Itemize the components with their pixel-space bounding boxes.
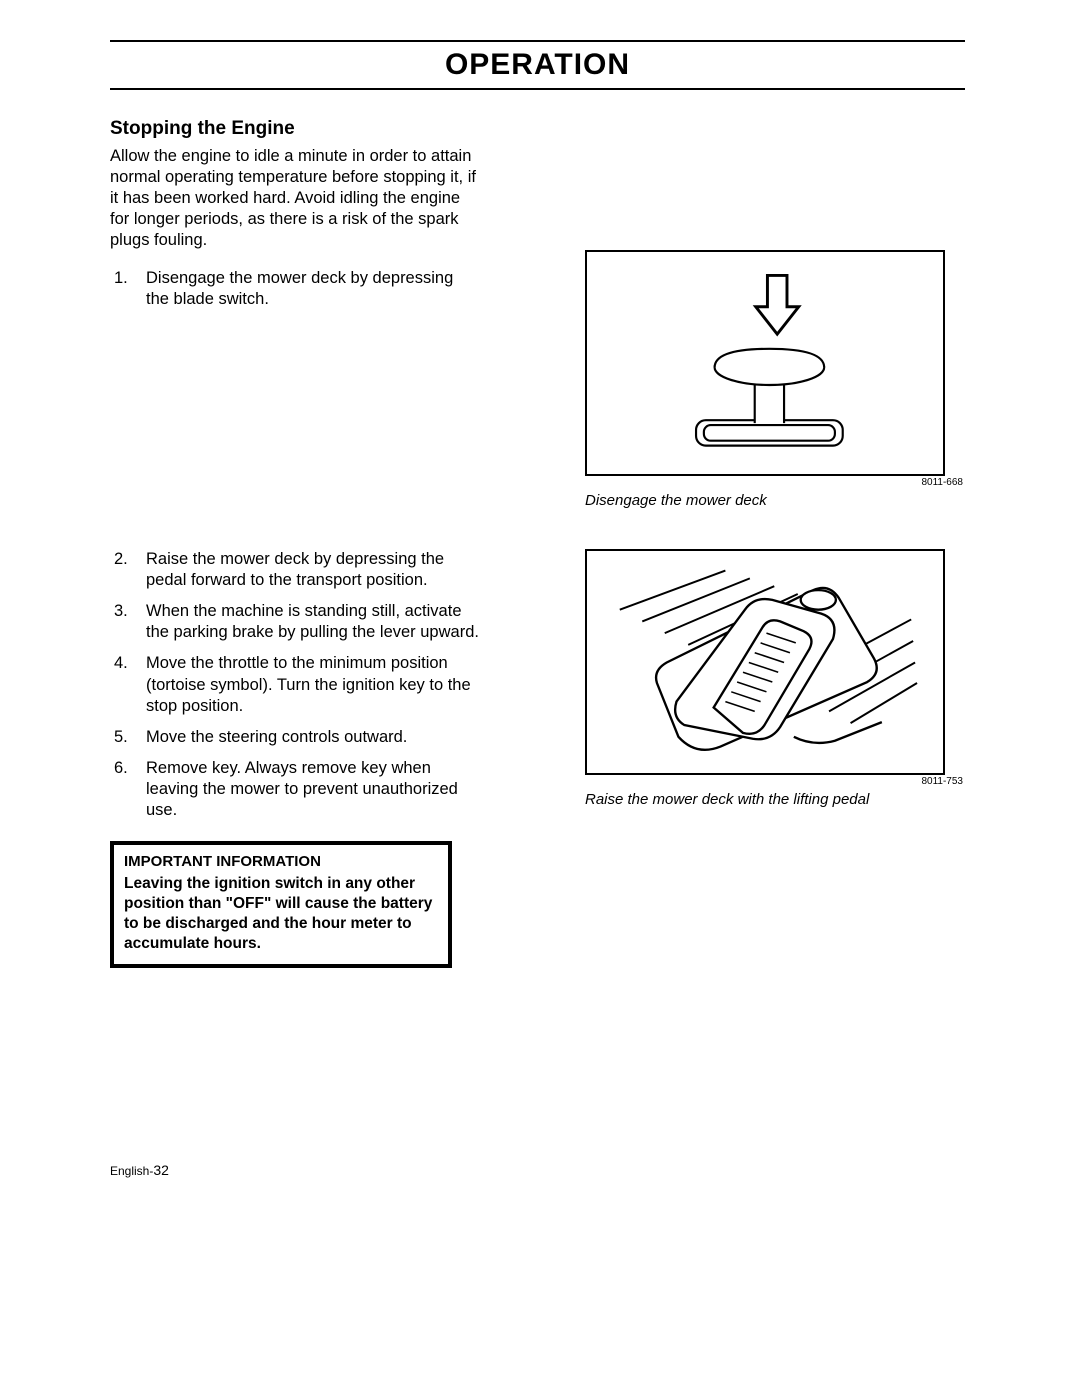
info-title: IMPORTANT INFORMATION xyxy=(124,853,438,870)
list-item: 3. When the machine is standing still, a… xyxy=(110,601,480,643)
blade-switch-icon xyxy=(587,252,942,473)
step-text: Move the steering controls outward. xyxy=(146,727,480,748)
list-item: 1. Disengage the mower deck by depressin… xyxy=(110,268,480,310)
figure-1-id: 8011-668 xyxy=(585,477,963,488)
figure-2-id: 8011-753 xyxy=(585,776,963,787)
chapter-title: OPERATION xyxy=(110,48,965,82)
figure-1-caption: Disengage the mower deck xyxy=(585,492,965,509)
rule-sub xyxy=(110,88,965,90)
steps-a: 1. Disengage the mower deck by depressin… xyxy=(110,268,480,310)
page-content: OPERATION Stopping the Engine Allow the … xyxy=(110,40,965,968)
step-number: 6. xyxy=(110,758,146,821)
list-item: 2. Raise the mower deck by depressing th… xyxy=(110,549,480,591)
footer-page-number: 32 xyxy=(153,1162,169,1178)
col-right-2: 8011-753 Raise the mower deck with the l… xyxy=(585,549,965,968)
step-text: Move the throttle to the minimum positio… xyxy=(146,653,480,716)
lifting-pedal-icon xyxy=(587,551,942,772)
col-left-2: 2. Raise the mower deck by depressing th… xyxy=(110,549,500,968)
rule-top xyxy=(110,40,965,42)
step-number: 2. xyxy=(110,549,146,591)
section-heading: Stopping the Engine xyxy=(110,118,480,140)
intro-paragraph: Allow the engine to idle a minute in ord… xyxy=(110,146,480,252)
list-item: 6. Remove key. Always remove key when le… xyxy=(110,758,480,821)
info-body: Leaving the ignition switch in any other… xyxy=(124,874,438,953)
footer-language: English- xyxy=(110,1164,153,1178)
figure-2-caption: Raise the mower deck with the lifting pe… xyxy=(585,791,965,808)
step-number: 4. xyxy=(110,653,146,716)
figure-2 xyxy=(585,549,945,775)
step-number: 5. xyxy=(110,727,146,748)
col-left-1: Stopping the Engine Allow the engine to … xyxy=(110,118,500,509)
step-number: 3. xyxy=(110,601,146,643)
col-right-1: 8011-668 Disengage the mower deck xyxy=(585,250,965,509)
figure-1 xyxy=(585,250,945,476)
step-text: When the machine is standing still, acti… xyxy=(146,601,480,643)
step-text: Disengage the mower deck by depressing t… xyxy=(146,268,480,310)
important-info-box: IMPORTANT INFORMATION Leaving the igniti… xyxy=(110,841,452,967)
step-number: 1. xyxy=(110,268,146,310)
page-footer: English-32 xyxy=(110,1162,169,1178)
section-2: 2. Raise the mower deck by depressing th… xyxy=(110,549,965,968)
step-text: Remove key. Always remove key when leavi… xyxy=(146,758,480,821)
list-item: 5. Move the steering controls outward. xyxy=(110,727,480,748)
step-text: Raise the mower deck by depressing the p… xyxy=(146,549,480,591)
list-item: 4. Move the throttle to the minimum posi… xyxy=(110,653,480,716)
section-1: Stopping the Engine Allow the engine to … xyxy=(110,118,965,509)
steps-b: 2. Raise the mower deck by depressing th… xyxy=(110,549,480,821)
